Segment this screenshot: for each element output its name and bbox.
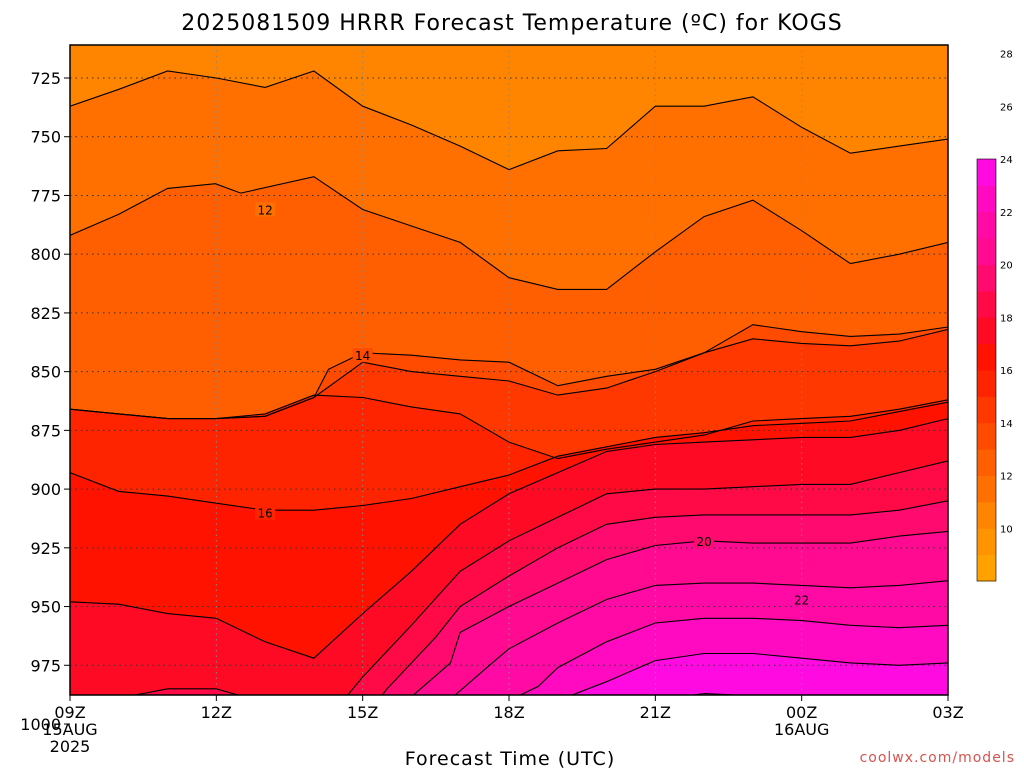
contour-label: 20: [696, 535, 711, 549]
x-tick-label: 12Z: [201, 703, 232, 722]
colorbar-swatch: [977, 290, 996, 318]
colorbar-swatch: [977, 528, 996, 556]
credit-text: coolwx.com/models: [860, 750, 1015, 766]
contour-line: [132, 460, 948, 695]
colorbar-swatch: [977, 396, 996, 424]
colorbar-tick-label: 12: [1000, 472, 1013, 483]
colorbar-swatch: [977, 159, 996, 186]
x-tick-label: 00Z: [786, 703, 817, 722]
colorbar-tick-label: 24: [1000, 155, 1013, 166]
contour-line: [381, 500, 948, 695]
x-tick-label: 18Z: [493, 703, 524, 722]
colorbar-swatch: [977, 317, 996, 345]
colorbar-tick-label: 20: [1000, 261, 1013, 272]
colorbar-tick-label: 10: [1000, 524, 1013, 535]
y-tick-label: 925: [30, 539, 61, 558]
colorbar-frame: [976, 158, 997, 582]
band-fill: [693, 693, 736, 695]
y-tick-label: 750: [30, 128, 61, 147]
contour-label: 22: [794, 594, 809, 608]
contour-line: [70, 176, 948, 290]
colorbar-swatch: [977, 370, 996, 397]
colorbar-swatch: [977, 264, 996, 292]
colorbar-tick-label: 22: [1000, 208, 1013, 219]
colorbar-swatch: [977, 422, 996, 450]
contour-label-bg: [255, 202, 276, 217]
colorbar-swatch: [977, 475, 996, 503]
x-tick-label: 03Z: [932, 703, 963, 722]
x-tick-label: 09Z: [54, 703, 85, 722]
colorbar-tick-label: 26: [1000, 102, 1013, 113]
contour-label: 12: [257, 204, 272, 218]
contour-line: [70, 394, 948, 460]
contour-label-bg: [255, 505, 276, 520]
colorbar-tick-label: 14: [1000, 419, 1013, 430]
x-tick-year: 2025: [50, 737, 91, 756]
contour-label-bg: [791, 592, 812, 607]
colorbar-swatch: [977, 554, 996, 582]
colorbar-swatch: [977, 185, 996, 213]
y-tick-label: 725: [30, 69, 61, 88]
colorbar-swatch: [977, 211, 996, 239]
colorbar: 10 12 14 16 18 20 22 24 26 28: [976, 50, 1013, 582]
x-axis-label: Forecast Time (UTC): [405, 748, 615, 768]
contour-label-bg: [694, 533, 715, 548]
contour-line: [570, 652, 948, 695]
contour-line: [412, 530, 948, 695]
x-tick-date: 16AUG: [774, 720, 829, 739]
chart-title: 2025081509 HRRR Forecast Temperature (ºC…: [181, 11, 842, 36]
contour-label: 14: [355, 349, 370, 363]
y-tick-label: 825: [30, 304, 61, 323]
contour-line: [519, 617, 948, 695]
x-tick-label: 21Z: [640, 703, 671, 722]
contour-line: [70, 401, 948, 511]
y-tick-label: 775: [30, 186, 61, 205]
colorbar-tick-label: 16: [1000, 366, 1013, 377]
y-tick-label: 1000: [20, 715, 61, 734]
y-tick-label: 800: [30, 245, 61, 264]
y-tick-label: 875: [30, 421, 61, 440]
y-tick-label: 975: [30, 656, 61, 675]
colorbar-swatch: [977, 343, 996, 371]
contour-line: [70, 418, 948, 659]
band-fill: [572, 653, 948, 695]
colorbar-swatch: [977, 501, 996, 529]
colorbar-swatch: [977, 449, 996, 476]
plot-area: 12 14 16 20 22: [70, 45, 948, 695]
colorbar-tick-label: 28: [1000, 50, 1013, 61]
x-tick-label: 15Z: [347, 703, 378, 722]
colorbar-tick-label: 18: [1000, 313, 1013, 324]
x-tick-date: 15AUG: [42, 720, 97, 739]
contour-line: [70, 70, 948, 171]
colorbar-swatch: [977, 238, 996, 265]
contour-line: [454, 580, 948, 695]
y-tick-label: 850: [30, 363, 61, 382]
contour-label-bg: [352, 348, 373, 363]
y-tick-label: 950: [30, 598, 61, 617]
contour-line: [689, 692, 748, 695]
y-tick-label: 900: [30, 480, 61, 499]
contour-label: 16: [257, 507, 272, 521]
